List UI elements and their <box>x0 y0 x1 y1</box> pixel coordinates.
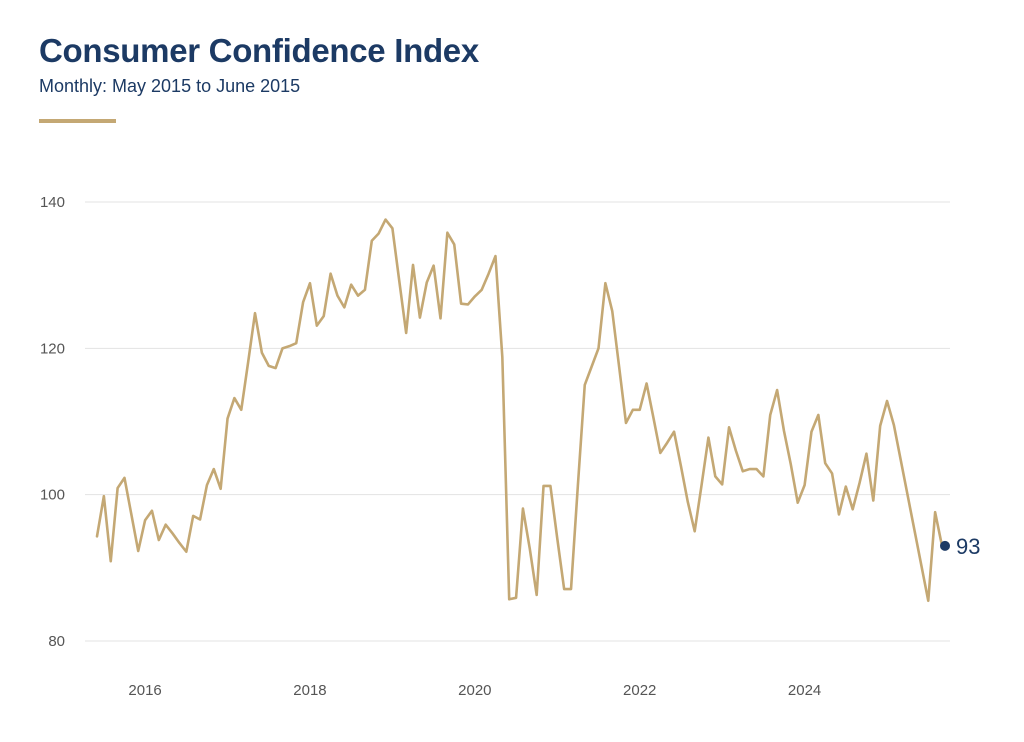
x-tick-label: 2020 <box>458 682 491 699</box>
chart-subtitle: Monthly: May 2015 to June 2015 <box>39 76 301 96</box>
y-axis-ticks: 80 100 120 140 <box>40 194 65 650</box>
series-line <box>95 218 944 603</box>
y-tick-label: 120 <box>40 340 65 357</box>
y-tick-label: 140 <box>40 194 65 211</box>
title-accent-rule <box>39 119 116 123</box>
end-marker-group: 93 <box>940 534 980 559</box>
x-tick-label: 2016 <box>128 682 161 699</box>
chart-title: Consumer Confidence Index <box>39 32 479 69</box>
x-tick-label: 2024 <box>788 682 821 699</box>
gridlines <box>85 201 950 642</box>
x-axis-ticks: 2016 2018 2020 2022 2024 <box>128 682 821 699</box>
series <box>95 218 944 603</box>
x-tick-label: 2018 <box>293 682 326 699</box>
end-point-marker <box>940 540 950 551</box>
y-tick-label: 80 <box>48 633 65 650</box>
x-tick-label: 2022 <box>623 682 656 699</box>
y-tick-label: 100 <box>40 487 65 504</box>
end-value-label: 93 <box>956 534 980 559</box>
